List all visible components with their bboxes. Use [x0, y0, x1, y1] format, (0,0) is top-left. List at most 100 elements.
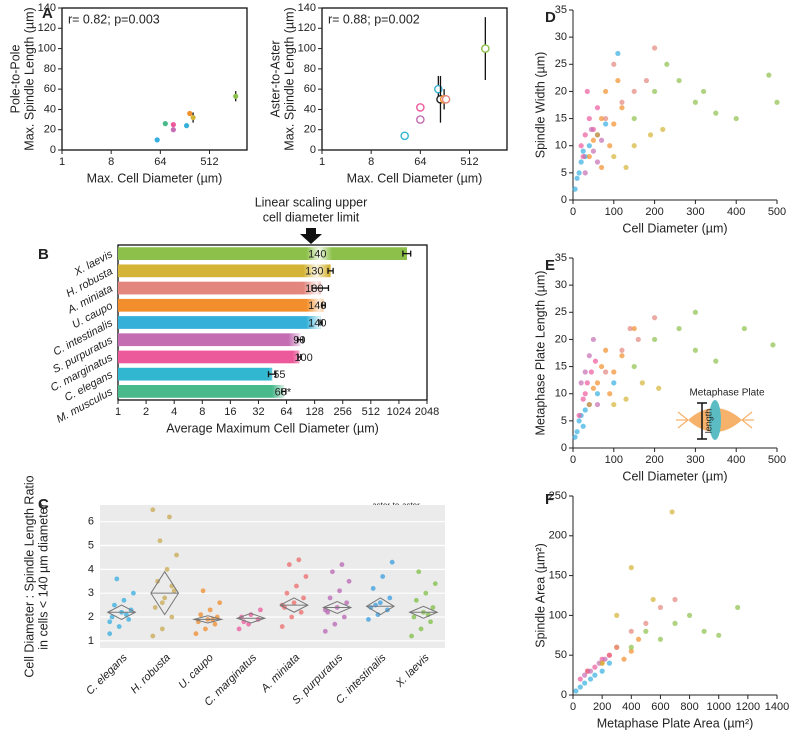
point	[584, 88, 590, 95]
point	[741, 325, 747, 332]
point	[664, 61, 670, 67]
y-tick-label: 25	[555, 306, 567, 318]
point	[150, 507, 156, 513]
point	[284, 590, 290, 596]
y-tick-label: 120	[298, 22, 316, 34]
point	[606, 652, 613, 658]
x-axis-label: Cell Diameter (µm)	[622, 221, 727, 235]
point	[481, 44, 490, 53]
y-tick-label: 100	[549, 609, 567, 621]
x-tick-label: 8	[108, 156, 114, 168]
point	[233, 93, 239, 99]
point	[599, 668, 605, 674]
point	[580, 148, 586, 154]
point	[112, 602, 117, 608]
y-tick-label: 100	[38, 42, 56, 54]
annotation: cell diameter limit	[263, 210, 360, 224]
point	[656, 385, 662, 391]
point	[411, 614, 417, 620]
point	[150, 633, 156, 639]
point	[623, 396, 629, 402]
y-tick-label: 30	[555, 279, 567, 291]
limit-label: 90	[293, 335, 305, 347]
point	[588, 126, 594, 133]
point	[594, 401, 601, 408]
point	[279, 624, 285, 629]
y-tick-label: 40	[44, 103, 56, 115]
point	[594, 159, 601, 165]
point	[418, 626, 424, 632]
point	[341, 614, 347, 620]
y-tick-label: 100	[298, 42, 316, 54]
y-tick-label: 10	[555, 388, 567, 400]
limit-arrow	[300, 228, 322, 244]
x-tick-label: 64	[154, 156, 166, 168]
x-tick-label: 200	[645, 206, 663, 218]
x-tick-label: 0	[570, 206, 576, 218]
point	[635, 636, 642, 642]
point	[603, 121, 609, 127]
point	[716, 632, 722, 638]
y-tick-label: 20	[555, 333, 567, 345]
point	[770, 342, 776, 348]
point	[631, 363, 637, 370]
point	[631, 143, 637, 149]
point	[623, 164, 629, 171]
point	[774, 99, 780, 105]
point	[627, 325, 633, 332]
y-tick-label: 60	[44, 83, 56, 95]
point	[389, 559, 395, 565]
point	[631, 325, 637, 332]
panel-letter: E	[545, 257, 555, 274]
y-tick-label: 20	[304, 124, 316, 136]
point	[611, 61, 617, 67]
point	[598, 137, 605, 143]
point	[183, 123, 190, 129]
plot-frame	[61, 7, 248, 151]
x-tick-label: 4	[171, 406, 177, 418]
y-tick-label: 30	[555, 31, 567, 43]
x-tick-label: 256	[334, 406, 352, 418]
point	[578, 159, 584, 165]
y-tick-label: 200	[549, 530, 567, 542]
point	[107, 631, 113, 637]
y-tick-label: 140	[298, 2, 316, 14]
x-tick-label: 800	[680, 701, 698, 713]
x-tick-label: 500	[768, 454, 786, 466]
y-tick-label: 140	[38, 2, 56, 14]
point	[157, 538, 163, 544]
point	[607, 143, 613, 149]
category-label: A. miniata	[258, 652, 302, 696]
plot-frame	[321, 7, 508, 151]
y-tick-label: 60	[304, 83, 316, 95]
point	[370, 586, 376, 591]
x-tick-label: 32	[252, 406, 264, 418]
x-tick-label: 1	[59, 156, 65, 168]
y-tick-label: 2	[88, 611, 94, 623]
point	[647, 132, 654, 138]
x-tick-label: 300	[686, 454, 704, 466]
point	[380, 574, 386, 579]
point	[573, 688, 579, 694]
y-axis-label: Spindle Area (µm²)	[533, 543, 547, 647]
y-tick-label: 3	[88, 587, 94, 599]
x-tick-label: 1200	[736, 701, 760, 713]
point	[713, 358, 719, 364]
point	[432, 581, 438, 587]
x-axis-label: Cell Diameter (µm)	[622, 469, 727, 483]
limit-fade	[306, 316, 333, 329]
point	[572, 434, 578, 440]
point	[387, 595, 393, 601]
point	[676, 325, 682, 332]
y-tick-label: 50	[555, 649, 567, 661]
y-tick-label: 80	[44, 63, 56, 75]
x-tick-label: 300	[686, 206, 704, 218]
x-tick-label: 600	[651, 701, 669, 713]
y-axis-label: in cells < 140 µm diameter	[36, 503, 50, 650]
point	[669, 509, 675, 515]
point	[154, 137, 160, 143]
limit-fade	[306, 298, 333, 312]
bar	[118, 298, 324, 312]
point	[578, 380, 584, 386]
limit-label: 140	[308, 249, 326, 261]
